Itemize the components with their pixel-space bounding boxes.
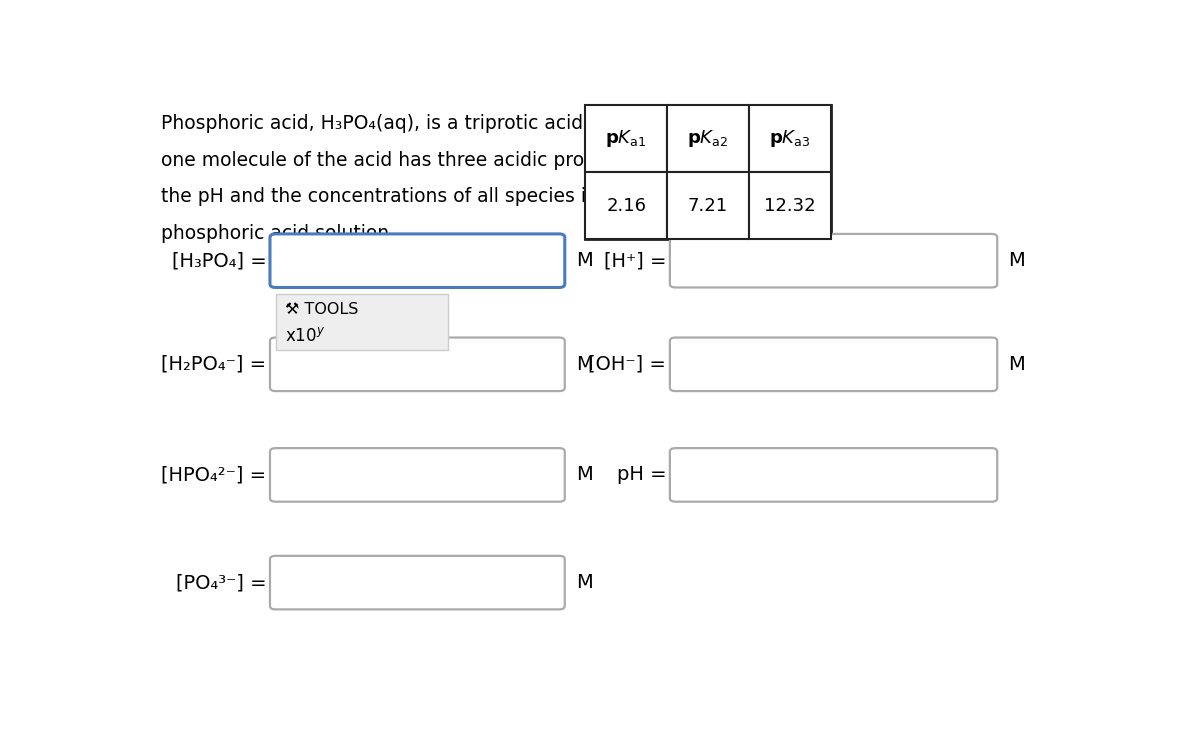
Text: M: M [576, 466, 593, 485]
Text: [PO₄³⁻] =: [PO₄³⁻] = [175, 573, 266, 592]
FancyBboxPatch shape [670, 448, 997, 502]
Text: 2.16: 2.16 [606, 197, 646, 215]
Text: M: M [1008, 355, 1025, 373]
Text: phosphoric acid solution.: phosphoric acid solution. [161, 224, 395, 243]
FancyBboxPatch shape [270, 556, 565, 609]
Text: p$\mathbf{\mathit{K}}$$_{\mathrm{a1}}$: p$\mathbf{\mathit{K}}$$_{\mathrm{a1}}$ [606, 129, 647, 149]
Text: 12.32: 12.32 [764, 197, 816, 215]
Text: M: M [576, 355, 593, 373]
Text: [OH⁻] =: [OH⁻] = [588, 355, 666, 373]
Text: [H₂PO₄⁻] =: [H₂PO₄⁻] = [161, 355, 266, 373]
FancyBboxPatch shape [586, 105, 667, 172]
Text: M: M [1008, 251, 1025, 270]
FancyBboxPatch shape [667, 172, 749, 239]
FancyBboxPatch shape [667, 105, 749, 172]
FancyBboxPatch shape [670, 337, 997, 391]
Text: [H₃PO₄] =: [H₃PO₄] = [172, 251, 266, 270]
FancyBboxPatch shape [586, 105, 830, 239]
Text: M: M [576, 251, 593, 270]
FancyBboxPatch shape [749, 172, 830, 239]
FancyBboxPatch shape [749, 105, 830, 172]
Text: [HPO₄²⁻] =: [HPO₄²⁻] = [161, 466, 266, 485]
Text: ⚒ TOOLS: ⚒ TOOLS [284, 302, 359, 318]
FancyBboxPatch shape [276, 295, 448, 350]
Text: Phosphoric acid, H₃PO₄(aq), is a triprotic acid, meaning that: Phosphoric acid, H₃PO₄(aq), is a triprot… [161, 114, 721, 133]
FancyBboxPatch shape [270, 448, 565, 502]
Text: pH =: pH = [617, 466, 666, 485]
Text: x10$^{y}$: x10$^{y}$ [284, 327, 325, 345]
Text: the pH and the concentrations of all species in a 0.250 M: the pH and the concentrations of all spe… [161, 187, 697, 206]
Text: p$\mathbf{\mathit{K}}$$_{\mathrm{a2}}$: p$\mathbf{\mathit{K}}$$_{\mathrm{a2}}$ [688, 129, 728, 149]
FancyBboxPatch shape [270, 337, 565, 391]
Text: p$\mathbf{\mathit{K}}$$_{\mathrm{a3}}$: p$\mathbf{\mathit{K}}$$_{\mathrm{a3}}$ [769, 129, 811, 149]
FancyBboxPatch shape [270, 234, 565, 287]
Text: one molecule of the acid has three acidic protons. Estimate: one molecule of the acid has three acidi… [161, 150, 720, 169]
FancyBboxPatch shape [670, 234, 997, 287]
Text: 7.21: 7.21 [688, 197, 728, 215]
Text: [H⁺] =: [H⁺] = [604, 251, 666, 270]
FancyBboxPatch shape [586, 172, 667, 239]
Text: M: M [576, 573, 593, 592]
